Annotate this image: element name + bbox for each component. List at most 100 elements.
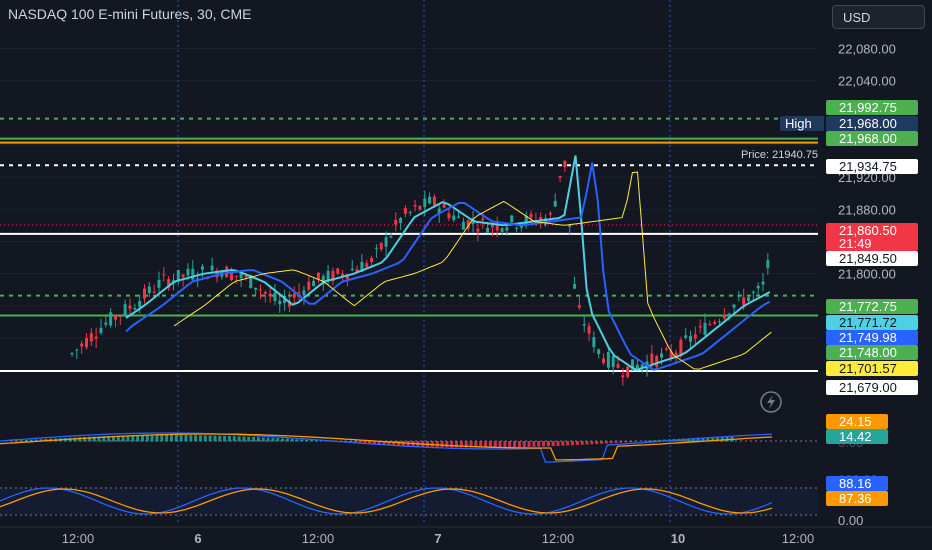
macd-bar bbox=[542, 441, 546, 447]
price-tag-label: 21,968.00 bbox=[839, 131, 897, 146]
grid bbox=[0, 47, 818, 339]
macd-bar bbox=[532, 441, 536, 447]
macd-bar bbox=[590, 441, 594, 445]
candle-body bbox=[476, 228, 480, 232]
candle-body bbox=[761, 281, 765, 285]
price-tag bbox=[826, 361, 918, 376]
macd-bar bbox=[488, 441, 492, 448]
macd-tag-label: 24.15 bbox=[839, 414, 872, 429]
candle-body bbox=[142, 288, 146, 299]
macd-bar bbox=[450, 441, 454, 448]
candle-body bbox=[655, 355, 659, 368]
macd-bar bbox=[39, 439, 43, 442]
macd-bar bbox=[174, 435, 178, 442]
macd-bar bbox=[619, 441, 623, 443]
candle-body bbox=[428, 196, 432, 204]
candle-body bbox=[374, 247, 378, 249]
macd-bar bbox=[440, 441, 444, 447]
macd-bar bbox=[213, 435, 217, 442]
macd-bar bbox=[155, 435, 159, 442]
candle-body bbox=[418, 206, 422, 210]
candle-body bbox=[403, 208, 407, 214]
candle-body bbox=[515, 227, 519, 229]
macd-bar bbox=[629, 441, 633, 443]
candle-body bbox=[80, 343, 84, 347]
macd-bar bbox=[658, 439, 662, 442]
price-tag-label: 21,771.72 bbox=[839, 315, 897, 330]
time-tick-label: 7 bbox=[434, 531, 441, 546]
macd-bar bbox=[194, 435, 198, 442]
candle-body bbox=[75, 349, 79, 351]
macd-bar bbox=[392, 441, 396, 446]
candle-body bbox=[389, 236, 393, 238]
time-axis[interactable]: 12:00 6 12:00 7 12:00 10 12:00 bbox=[0, 526, 932, 546]
macd-bar bbox=[638, 441, 642, 442]
macd-signal-line bbox=[0, 433, 773, 461]
macd-bar bbox=[614, 441, 618, 443]
candle-body bbox=[490, 223, 494, 228]
macd-bar bbox=[522, 441, 526, 448]
currency-selector[interactable]: USD bbox=[832, 5, 925, 29]
candle-body bbox=[529, 213, 533, 218]
candle-body bbox=[302, 290, 306, 296]
candle-body bbox=[118, 316, 122, 318]
macd-bar bbox=[20, 440, 24, 442]
macd-bar bbox=[242, 436, 246, 442]
macd-bar bbox=[256, 437, 260, 442]
macd-bar bbox=[716, 436, 720, 442]
macd-bar bbox=[580, 441, 584, 445]
candle-body bbox=[162, 274, 166, 276]
candle-body bbox=[244, 275, 248, 278]
macd-bar bbox=[585, 441, 589, 445]
macd-bar bbox=[232, 436, 236, 442]
candle-body bbox=[640, 364, 644, 369]
macd-bar bbox=[198, 435, 202, 442]
candle-body bbox=[669, 351, 673, 358]
candle-body bbox=[660, 353, 664, 358]
macd-bar bbox=[169, 435, 173, 442]
price-tags: 21,992.7521,968.00High21,968.0021,934.75… bbox=[741, 100, 918, 506]
macd-bar bbox=[126, 435, 130, 442]
candle-body bbox=[249, 275, 253, 289]
candle-body bbox=[500, 228, 504, 232]
price-tag-label: 21,860.50 bbox=[839, 223, 897, 238]
macd-bar bbox=[445, 441, 449, 448]
stoch-tag bbox=[826, 476, 888, 491]
candle-body bbox=[133, 308, 137, 310]
candle-body bbox=[321, 276, 325, 284]
macd-tag bbox=[826, 414, 888, 429]
macd-bar bbox=[687, 438, 691, 442]
candle-body bbox=[336, 268, 340, 274]
macd-bar bbox=[121, 435, 125, 442]
macd-bar bbox=[29, 439, 33, 442]
macd-bar bbox=[720, 436, 724, 442]
macd-bar bbox=[459, 441, 463, 448]
stoch-tag bbox=[826, 491, 888, 506]
price-tag bbox=[826, 159, 918, 174]
candle-body bbox=[191, 268, 195, 280]
macd-bar bbox=[160, 435, 164, 442]
candle-body bbox=[147, 286, 151, 293]
macd-bar bbox=[469, 441, 473, 448]
macd-bar bbox=[604, 441, 608, 444]
macd-bar bbox=[24, 440, 28, 442]
price-tick-label: 22,080.00 bbox=[838, 41, 896, 56]
candle-body bbox=[432, 196, 436, 206]
candle-body bbox=[756, 285, 760, 289]
macd-bar bbox=[464, 441, 468, 448]
macd-bar bbox=[430, 441, 434, 447]
candle-body bbox=[326, 270, 330, 281]
macd-bar bbox=[203, 435, 207, 442]
candle-body bbox=[577, 305, 581, 308]
candle-body bbox=[486, 227, 490, 233]
macd-bar bbox=[314, 440, 318, 442]
macd-bar bbox=[281, 438, 285, 442]
candle-body bbox=[495, 223, 499, 231]
candle-body bbox=[399, 218, 403, 224]
candle-body bbox=[258, 289, 262, 291]
candle-body bbox=[239, 273, 243, 279]
candle-body bbox=[167, 279, 171, 288]
candle-body bbox=[732, 304, 736, 308]
candle-body bbox=[505, 227, 509, 231]
